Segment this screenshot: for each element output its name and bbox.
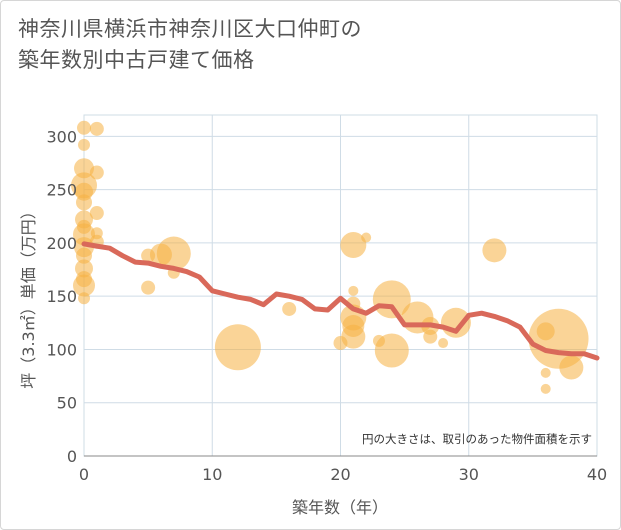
y-tick-label: 250 (46, 181, 77, 200)
data-bubble (74, 158, 94, 179)
data-bubble (423, 329, 438, 344)
data-bubble (141, 280, 156, 295)
grid (83, 114, 598, 457)
data-bubble (282, 301, 297, 316)
data-bubble (438, 338, 449, 349)
x-tick-label: 30 (459, 465, 479, 484)
data-bubble (76, 194, 92, 211)
y-tick-label: 150 (46, 287, 77, 306)
data-bubble (77, 120, 91, 135)
trend-line (81, 241, 600, 361)
data-bubble (214, 324, 261, 371)
data-bubble (333, 336, 348, 351)
x-axis-label: 築年数（年） (292, 498, 388, 517)
data-bubble (372, 280, 411, 319)
data-bubble (78, 292, 90, 305)
data-bubble (77, 219, 91, 234)
data-bubble (90, 227, 103, 240)
x-tick-label: 40 (587, 465, 607, 484)
data-bubble (78, 138, 90, 151)
data-bubble (559, 355, 584, 380)
trend-layer (81, 241, 600, 361)
data-bubble (482, 238, 507, 263)
data-bubble (348, 285, 359, 296)
data-bubble (372, 334, 385, 347)
y-tick-label: 100 (46, 340, 77, 359)
data-bubble (340, 232, 367, 259)
y-tick-label: 0 (67, 447, 77, 466)
x-tick-label: 0 (79, 465, 89, 484)
data-bubble (76, 271, 92, 288)
bubbles-layer (71, 120, 589, 394)
x-tick-label: 10 (202, 465, 222, 484)
x-tick-label: 20 (330, 465, 350, 484)
data-bubble (89, 165, 104, 180)
data-bubble (76, 247, 92, 264)
chart-title: 神奈川県横浜市神奈川区大口仲町の 築年数別中古戸建て価格 (18, 14, 362, 76)
y-tick-label: 50 (57, 394, 77, 413)
chart-title-line2: 築年数別中古戸建て価格 (18, 48, 255, 72)
data-bubble (342, 314, 365, 337)
chart-title-line1: 神奈川県横浜市神奈川区大口仲町の (18, 17, 362, 41)
y-tick-label: 200 (46, 234, 77, 253)
data-bubble (149, 243, 172, 266)
y-tick-label: 300 (46, 127, 77, 146)
axes: 0 10 20 30 40 0 50 100 150 200 250 300 (46, 127, 607, 484)
data-bubble (536, 322, 555, 341)
data-bubble (89, 206, 104, 221)
data-bubble (540, 383, 551, 394)
y-axis-label: 坪（3.3㎡）単価（万円） (19, 203, 38, 388)
data-bubble (89, 121, 104, 136)
data-bubble (141, 248, 156, 263)
data-bubble (361, 232, 372, 243)
size-annotation: 円の大きさは、取引のあった物件面積を示す (362, 432, 592, 446)
data-bubble (540, 367, 551, 378)
